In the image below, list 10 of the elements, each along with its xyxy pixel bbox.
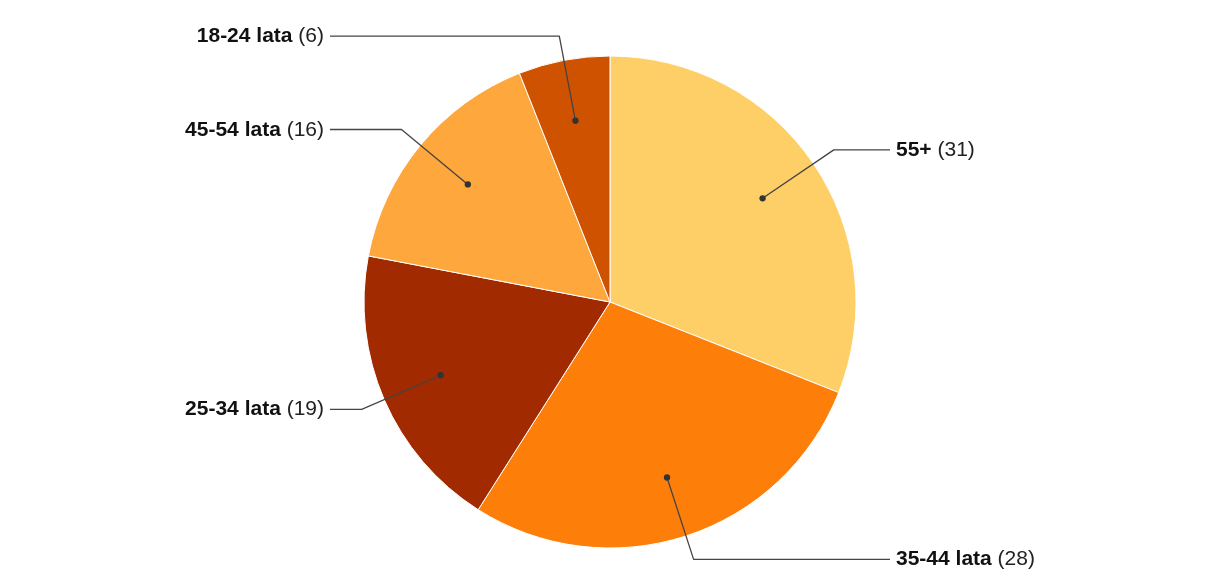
- data-label: (6): [298, 23, 325, 47]
- slice-label: 18-24 lata: [196, 23, 293, 47]
- data-label: (19): [286, 396, 325, 420]
- slice-label: 35-44 lata: [896, 546, 993, 570]
- slice-label: 45-54 lata: [185, 116, 282, 140]
- slice-label: 55+: [896, 136, 932, 160]
- slice-label: 25-34 lata: [185, 396, 282, 420]
- data-label: (28): [997, 546, 1035, 570]
- data-label: (16): [286, 116, 325, 140]
- data-label: (31): [937, 136, 975, 160]
